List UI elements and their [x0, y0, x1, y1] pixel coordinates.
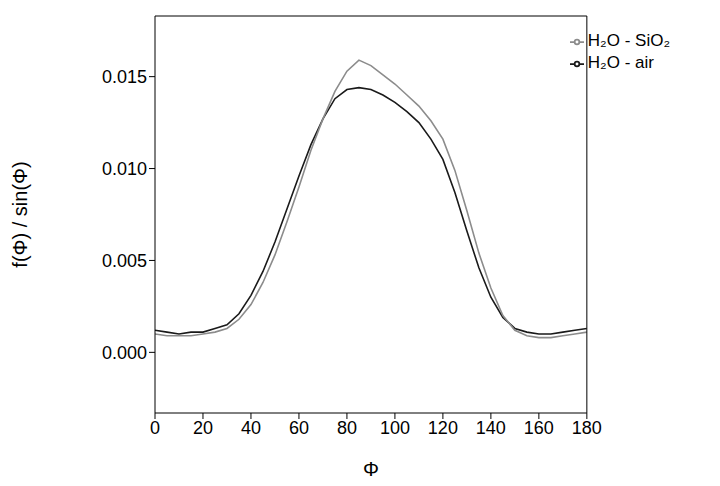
svg-text:180: 180 [572, 418, 602, 438]
svg-text:40: 40 [241, 418, 261, 438]
svg-text:80: 80 [337, 418, 357, 438]
svg-text:0: 0 [150, 418, 160, 438]
svg-text:140: 140 [476, 418, 506, 438]
html-text:H₂O - air: H₂O - air [587, 53, 654, 72]
svg-text:0.000: 0.000 [102, 343, 147, 363]
svg-text:0.010: 0.010 [102, 159, 147, 179]
html-text:H₂O - SiO₂: H₂O - SiO₂ [587, 31, 670, 50]
svg-text:120: 120 [428, 418, 458, 438]
svg-text:0.005: 0.005 [102, 251, 147, 271]
svg-text:20: 20 [193, 418, 213, 438]
svg-text:160: 160 [524, 418, 554, 438]
svg-text:0.015: 0.015 [102, 67, 147, 87]
svg-text:Φ: Φ [363, 458, 379, 480]
svg-text:f(Φ) / sin(Φ): f(Φ) / sin(Φ) [9, 161, 31, 267]
svg-text:60: 60 [289, 418, 309, 438]
svg-text:100: 100 [380, 418, 410, 438]
